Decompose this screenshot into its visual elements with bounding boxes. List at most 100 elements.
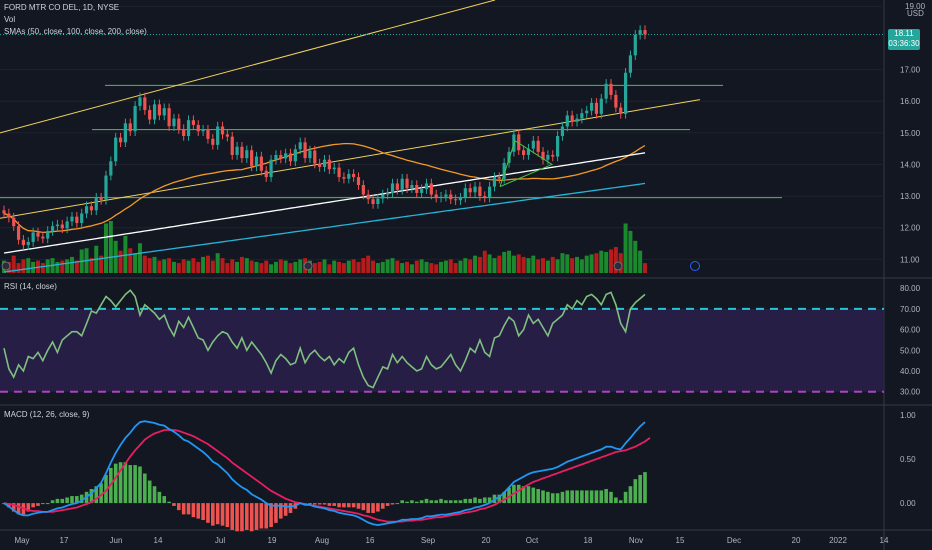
candle-body	[555, 136, 560, 157]
candle-body	[526, 148, 531, 155]
time-tick-label: 20	[482, 536, 491, 545]
macd-histogram-bar	[609, 491, 613, 504]
macd-histogram-bar	[618, 500, 623, 504]
bar-countdown: 03:36:30	[888, 39, 920, 48]
macd-histogram-bar	[444, 500, 448, 504]
macd-histogram-bar	[50, 500, 55, 504]
volume-bar	[133, 253, 138, 273]
volume-bar	[371, 260, 376, 273]
macd-histogram-bar	[55, 498, 60, 504]
candle-body	[497, 177, 501, 179]
macd-histogram-bar	[594, 490, 599, 504]
volume-bar	[21, 259, 26, 273]
time-tick-label: 18	[584, 536, 593, 545]
volume-bar	[414, 260, 419, 273]
top-price-label: 19.00	[905, 2, 926, 11]
volume-bar	[162, 259, 167, 273]
macd-histogram-bar	[575, 490, 579, 504]
volume-bar	[356, 261, 361, 273]
macd-histogram-bar	[395, 503, 400, 505]
candle-body	[157, 104, 161, 116]
volume-bar	[439, 261, 444, 273]
macd-histogram-bar	[225, 503, 230, 528]
macd-histogram-bar	[31, 503, 35, 508]
rsi-tick-label: 40.00	[900, 367, 921, 376]
candle-body	[580, 113, 584, 119]
price-tick-label: 15.00	[900, 129, 921, 138]
macd-histogram-bar	[410, 500, 414, 504]
candle-body	[109, 161, 113, 176]
candle-body	[65, 221, 69, 229]
candle-body	[390, 183, 395, 193]
volume-bar	[60, 260, 65, 273]
macd-histogram-bar	[249, 503, 254, 532]
candle-body	[148, 110, 152, 120]
macd-histogram-bar	[143, 473, 147, 504]
candle-body	[143, 97, 147, 111]
candle-body	[70, 216, 74, 222]
macd-histogram-bar	[172, 503, 176, 506]
candle-body	[60, 224, 64, 229]
candle-body	[468, 188, 472, 193]
volume-bar	[269, 264, 274, 273]
volume-bar	[361, 258, 366, 273]
volume-bar	[502, 251, 507, 273]
candle-body	[89, 206, 94, 211]
macd-histogram-bar	[599, 490, 604, 504]
macd-histogram-bar	[186, 503, 191, 515]
rsi-band	[0, 308, 884, 392]
candle-body	[313, 150, 317, 164]
macd-tick-label: 0.00	[900, 499, 916, 508]
volume-bar	[142, 255, 147, 273]
volume-bar	[516, 254, 521, 273]
macd-histogram-bar	[376, 503, 380, 512]
volume-bar	[210, 260, 215, 273]
candle-body	[298, 142, 302, 150]
candle-body	[570, 115, 574, 122]
macd-histogram-bar	[45, 503, 50, 505]
macd-histogram-bar	[371, 503, 375, 513]
macd-histogram-bar	[230, 503, 235, 530]
candle-body	[337, 167, 341, 178]
macd-histogram-bar	[531, 487, 536, 504]
macd-histogram-bar	[177, 503, 181, 511]
volume-bar	[220, 258, 225, 273]
macd-histogram-bar	[157, 491, 162, 504]
candle-body	[463, 188, 467, 198]
volume-bar	[26, 258, 31, 273]
time-tick-label: May	[14, 536, 29, 545]
volume-bar	[579, 259, 584, 273]
macd-histogram-bar	[439, 498, 443, 504]
candle-body	[31, 232, 35, 242]
volume-bar	[497, 255, 502, 273]
candle-body	[492, 177, 497, 187]
macd-histogram-bar	[342, 503, 346, 508]
macd-histogram-bar	[570, 490, 574, 504]
price-tick-label: 17.00	[900, 66, 921, 75]
volume-bar	[507, 250, 512, 273]
time-tick-label: Aug	[315, 536, 329, 545]
volume-bar	[555, 259, 560, 273]
volume-bar	[152, 256, 157, 273]
macd-histogram-bar	[366, 503, 371, 513]
macd-histogram-bar	[288, 503, 293, 513]
candle-body	[638, 30, 642, 35]
macd-histogram-bar	[346, 503, 351, 508]
candle-body	[327, 159, 331, 170]
candle-body	[211, 138, 215, 145]
candle-body	[308, 150, 312, 159]
volume-bar	[249, 260, 254, 273]
candle-body	[352, 173, 356, 178]
sma-50-line	[3, 142, 646, 234]
macd-histogram-bar	[628, 486, 633, 504]
macd-histogram-bar	[565, 490, 570, 504]
candle-body	[478, 186, 482, 197]
volume-bar	[366, 255, 371, 273]
macd-histogram-bar	[196, 503, 201, 519]
macd-histogram-bar	[473, 497, 477, 504]
volume-bar	[395, 260, 400, 273]
macd-histogram-bar	[317, 503, 322, 505]
candle-body	[138, 97, 142, 106]
candle-body	[521, 150, 526, 155]
